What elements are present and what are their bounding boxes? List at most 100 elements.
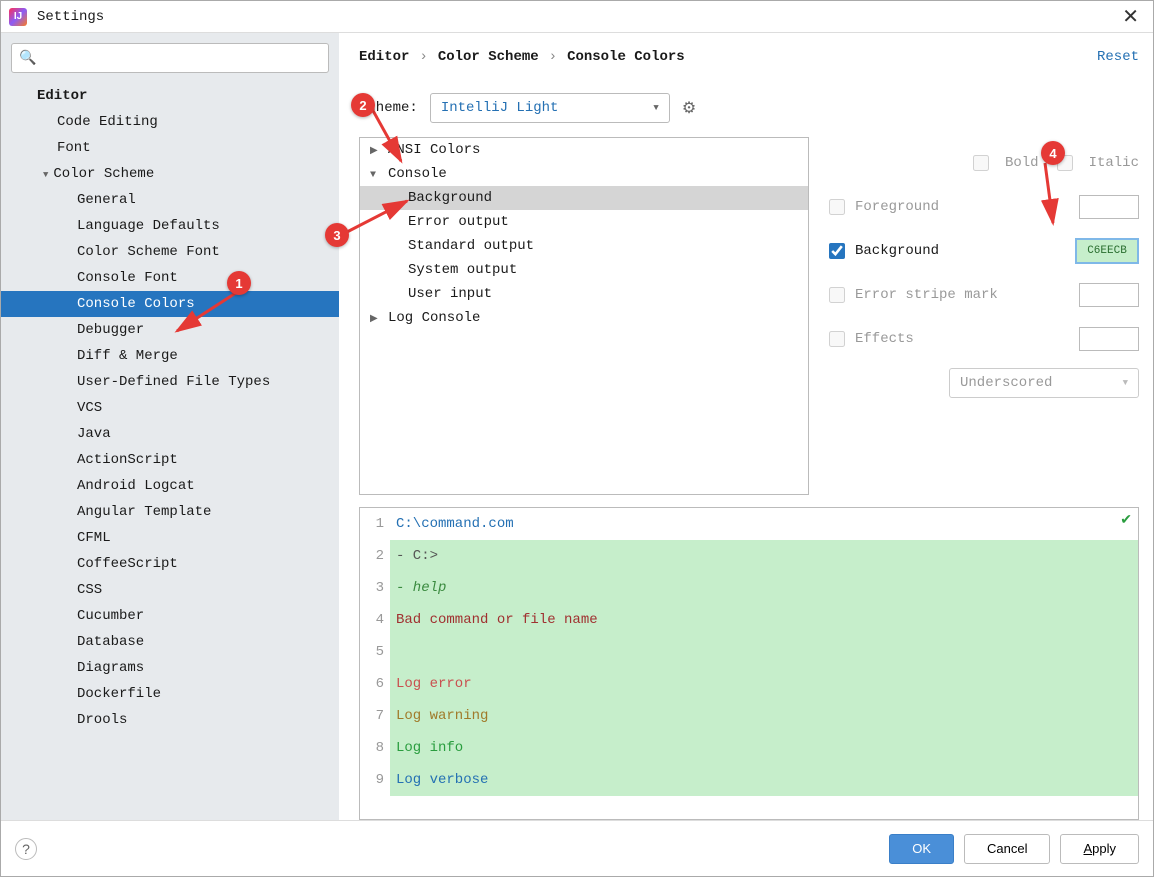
cancel-button[interactable]: Cancel	[964, 834, 1050, 864]
ok-button[interactable]: OK	[889, 834, 954, 864]
preview-code: - help	[390, 572, 1138, 604]
attr-tree-item[interactable]: ▶ANSI Colors	[360, 138, 808, 162]
sidebar-item[interactable]: CoffeeScript	[1, 551, 339, 577]
sidebar-item[interactable]: User-Defined File Types	[1, 369, 339, 395]
check-icon: ✔	[1120, 512, 1132, 529]
sidebar-item[interactable]: General	[1, 187, 339, 213]
preview-line: 4Bad command or file name	[360, 604, 1138, 636]
preview-line: 1C:\command.com	[360, 508, 1138, 540]
preview-code: C:\command.com	[390, 508, 1138, 540]
app-icon: IJ	[9, 8, 27, 26]
preview-code	[390, 636, 1138, 668]
sidebar-item[interactable]: Diff & Merge	[1, 343, 339, 369]
error-stripe-swatch[interactable]	[1079, 283, 1139, 307]
sidebar: 🔍 EditorCode EditingFontColor SchemeGene…	[1, 33, 339, 820]
crumb-console-colors: Console Colors	[567, 49, 685, 65]
sidebar-item[interactable]: Diagrams	[1, 655, 339, 681]
attribute-tree: ▶ANSI Colors▼ConsoleBackgroundError outp…	[359, 137, 809, 495]
sidebar-item[interactable]: ActionScript	[1, 447, 339, 473]
preview-line: 7Log warning	[360, 700, 1138, 732]
line-number: 7	[360, 708, 390, 724]
preview-line: 2- C:>	[360, 540, 1138, 572]
line-number: 9	[360, 772, 390, 788]
preview-line: 6Log error	[360, 668, 1138, 700]
sidebar-item[interactable]: Drools	[1, 707, 339, 733]
sidebar-item[interactable]: Dockerfile	[1, 681, 339, 707]
italic-checkbox[interactable]: Italic	[1057, 155, 1139, 171]
expand-arrow-icon: ▼	[370, 170, 384, 181]
line-number: 3	[360, 580, 390, 596]
sidebar-item[interactable]: Editor	[1, 83, 339, 109]
sidebar-item[interactable]: Color Scheme	[1, 161, 339, 187]
line-number: 5	[360, 644, 390, 660]
annotation-marker: 2	[351, 93, 375, 117]
sidebar-item[interactable]: Cucumber	[1, 603, 339, 629]
help-button[interactable]: ?	[15, 838, 37, 860]
annotation-marker: 1	[227, 271, 251, 295]
attr-tree-item[interactable]: User input	[360, 282, 808, 306]
annotation-marker: 4	[1041, 141, 1065, 165]
sidebar-item[interactable]: Font	[1, 135, 339, 161]
search-icon: 🔍	[19, 49, 36, 66]
sidebar-item[interactable]: Android Logcat	[1, 473, 339, 499]
effects-label: Effects	[855, 331, 914, 347]
line-number: 1	[360, 516, 390, 532]
sidebar-item[interactable]: Code Editing	[1, 109, 339, 135]
effects-checkbox[interactable]	[829, 331, 845, 347]
sidebar-item[interactable]: CSS	[1, 577, 339, 603]
titlebar: IJ Settings ✕	[1, 1, 1153, 33]
preview-code: Log warning	[390, 700, 1138, 732]
preview-line: 9Log verbose	[360, 764, 1138, 796]
background-checkbox[interactable]	[829, 243, 845, 259]
sidebar-item[interactable]: Language Defaults	[1, 213, 339, 239]
foreground-swatch[interactable]	[1079, 195, 1139, 219]
apply-button[interactable]: Apply	[1060, 834, 1139, 864]
sidebar-item[interactable]: Angular Template	[1, 499, 339, 525]
sidebar-item[interactable]: CFML	[1, 525, 339, 551]
preview-code: Log info	[390, 732, 1138, 764]
sidebar-item[interactable]: VCS	[1, 395, 339, 421]
chevron-right-icon: ›	[549, 49, 557, 65]
preview-code: Bad command or file name	[390, 604, 1138, 636]
footer: ? OK Cancel Apply	[1, 820, 1153, 876]
annotation-marker: 3	[325, 223, 349, 247]
attr-tree-item[interactable]: ▶Log Console	[360, 306, 808, 330]
attr-tree-item[interactable]: ▼Console	[360, 162, 808, 186]
crumb-editor[interactable]: Editor	[359, 49, 409, 65]
preview-line: 5	[360, 636, 1138, 668]
search-input[interactable]	[11, 43, 329, 73]
scheme-select[interactable]: IntelliJ Light	[430, 93, 670, 123]
effects-type-select[interactable]: Underscored	[949, 368, 1139, 398]
crumb-color-scheme[interactable]: Color Scheme	[438, 49, 539, 65]
foreground-checkbox[interactable]	[829, 199, 845, 215]
attr-tree-item[interactable]: System output	[360, 258, 808, 282]
line-number: 6	[360, 676, 390, 692]
attr-tree-item[interactable]: Background	[360, 186, 808, 210]
breadcrumb: Editor › Color Scheme › Console Colors R…	[359, 49, 1139, 65]
sidebar-item[interactable]: Color Scheme Font	[1, 239, 339, 265]
sidebar-item[interactable]: Console Font	[1, 265, 339, 291]
sidebar-item[interactable]: Java	[1, 421, 339, 447]
close-icon[interactable]: ✕	[1116, 4, 1145, 29]
sidebar-item[interactable]: Debugger	[1, 317, 339, 343]
gear-icon[interactable]: ⚙	[682, 98, 696, 118]
sidebar-item[interactable]: Console Colors	[1, 291, 339, 317]
effects-swatch[interactable]	[1079, 327, 1139, 351]
expand-arrow-icon: ▶	[370, 145, 384, 157]
line-number: 8	[360, 740, 390, 756]
preview-line: 8Log info	[360, 732, 1138, 764]
background-label: Background	[855, 243, 939, 259]
sidebar-item[interactable]: Database	[1, 629, 339, 655]
preview-code: - C:>	[390, 540, 1138, 572]
background-swatch[interactable]: C6EECB	[1075, 238, 1139, 264]
chevron-right-icon: ›	[419, 49, 427, 65]
reset-link[interactable]: Reset	[1097, 49, 1139, 65]
error-stripe-checkbox[interactable]	[829, 287, 845, 303]
settings-tree: EditorCode EditingFontColor SchemeGenera…	[1, 83, 339, 820]
line-number: 4	[360, 612, 390, 628]
preview-line: 3- help	[360, 572, 1138, 604]
attr-tree-item[interactable]: Error output	[360, 210, 808, 234]
expand-arrow-icon: ▶	[370, 313, 384, 325]
bold-checkbox[interactable]: Bold	[973, 155, 1039, 171]
attr-tree-item[interactable]: Standard output	[360, 234, 808, 258]
